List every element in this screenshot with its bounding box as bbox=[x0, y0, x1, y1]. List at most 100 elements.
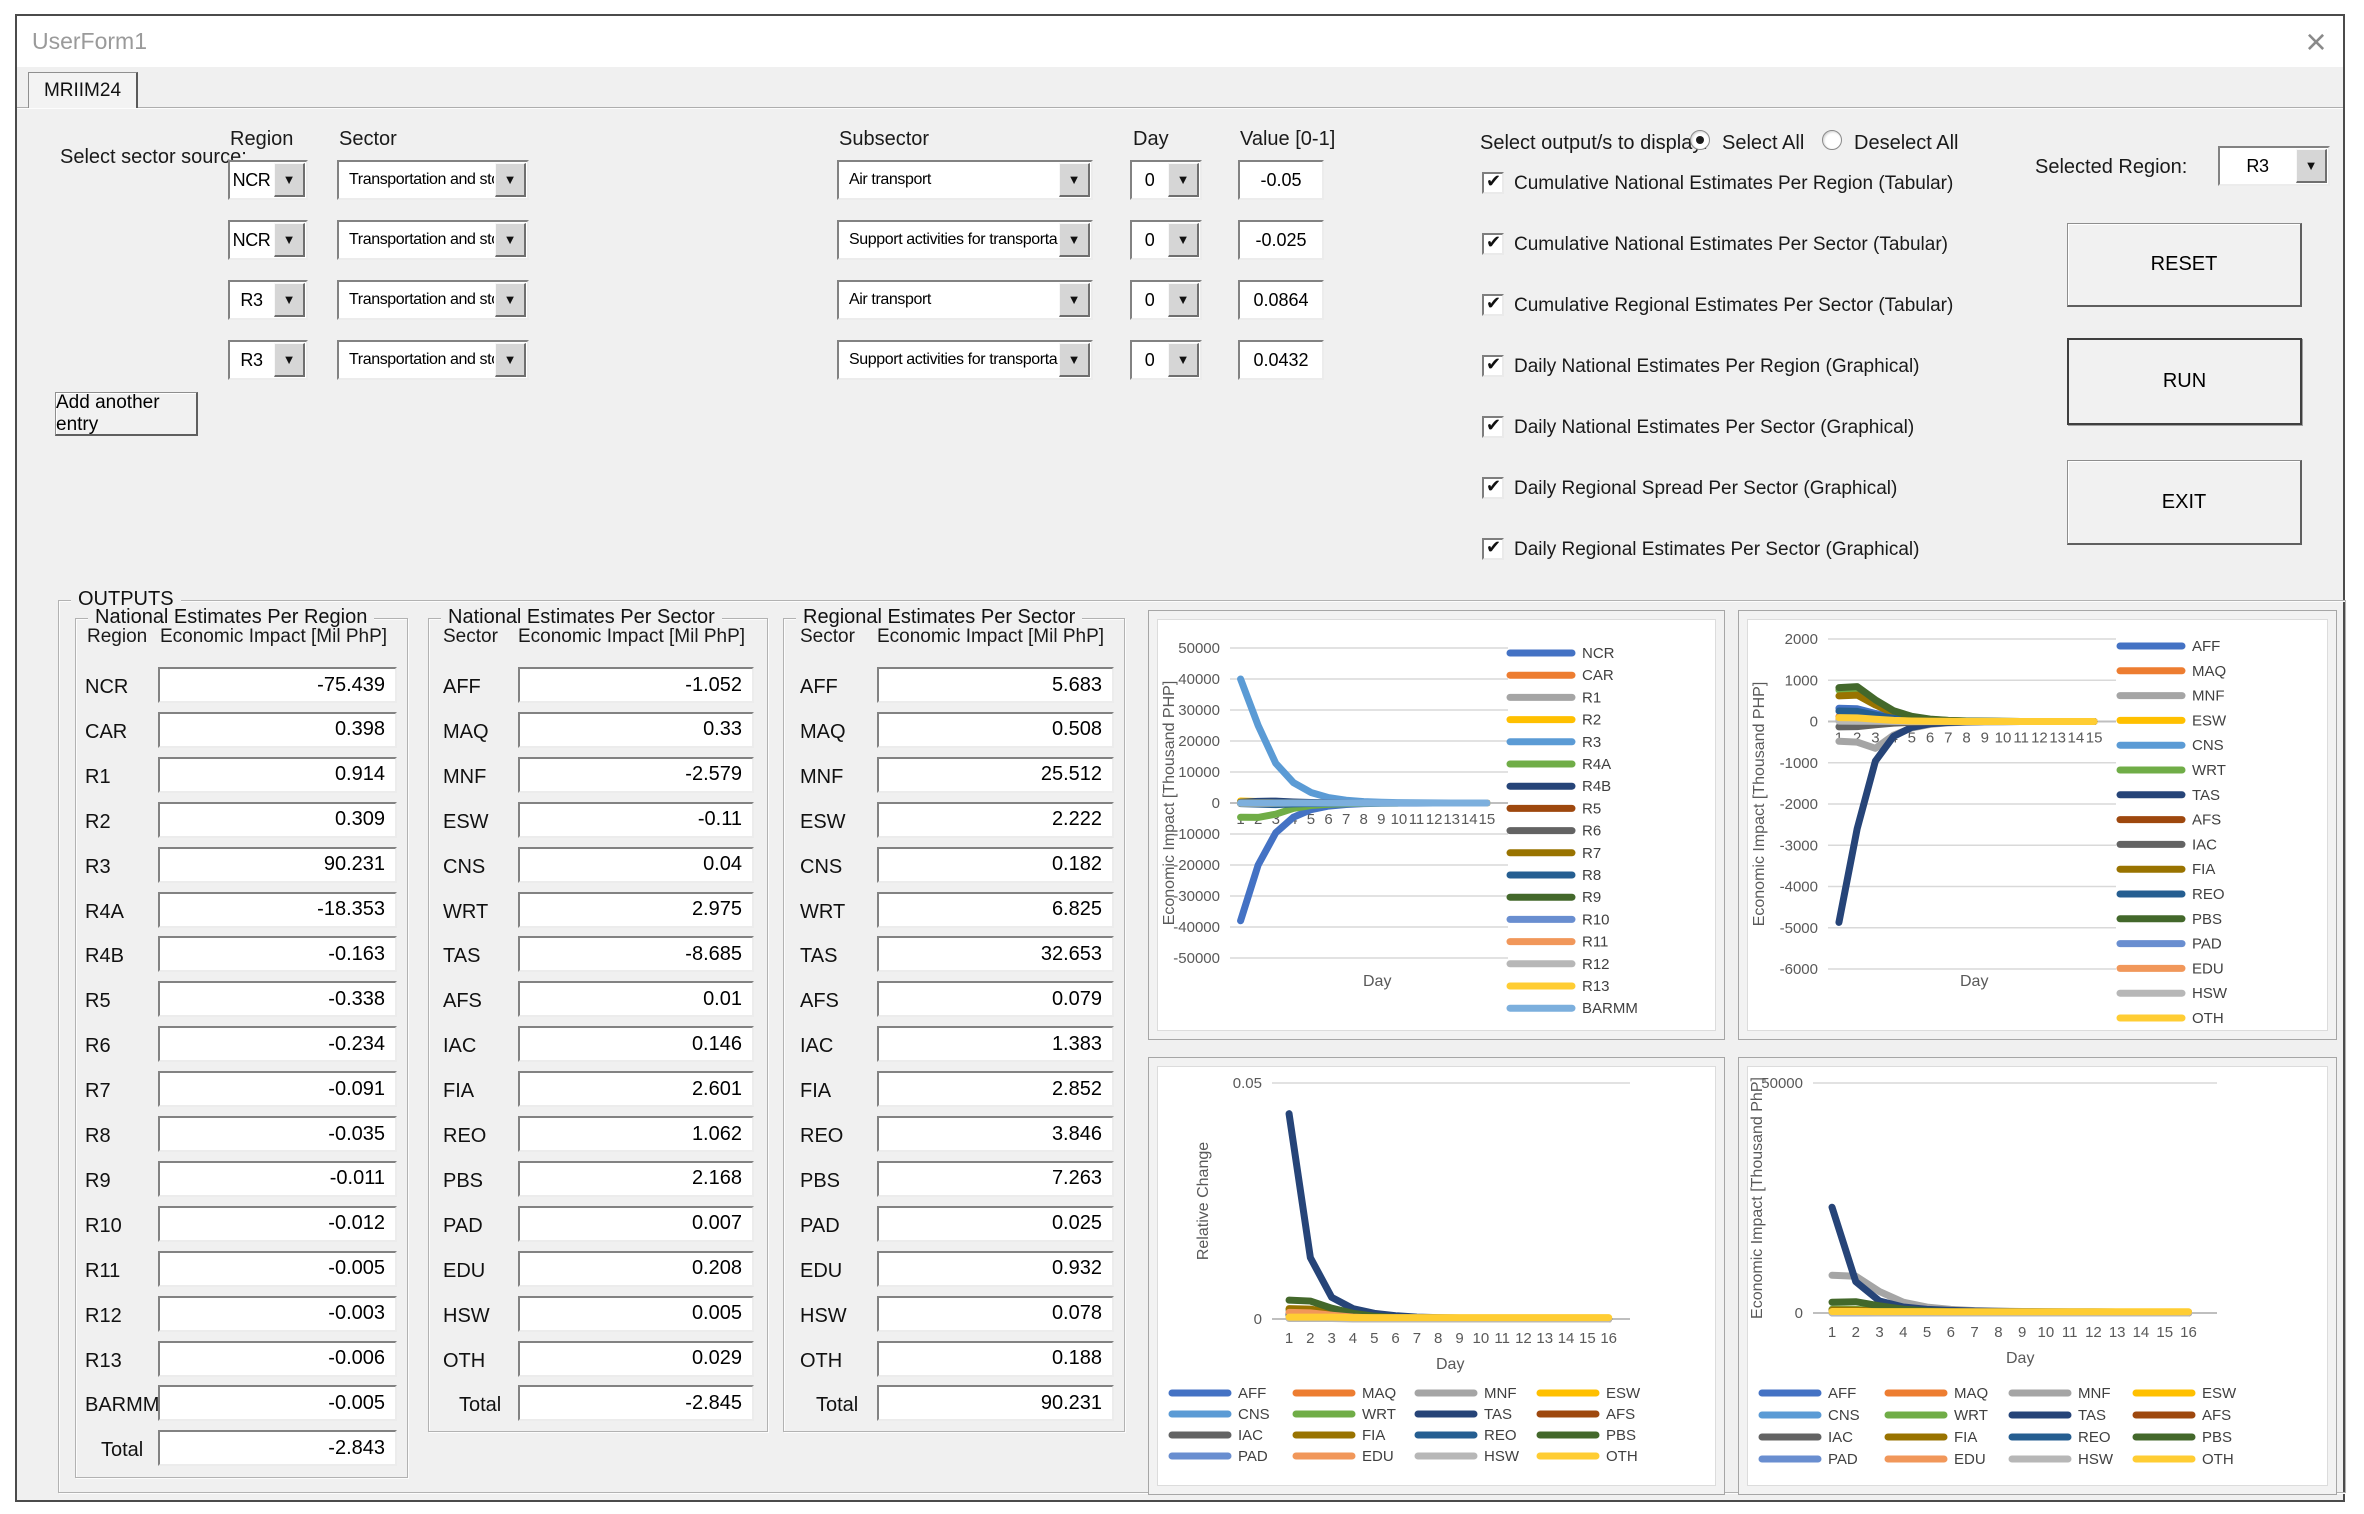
subsector-combo[interactable]: Air transport ▼ bbox=[837, 280, 1093, 320]
chart-panel-regional: 50000 0 1 2 3 4 5 6 7 8 9 10 11 12 13 14 15 16 Day Economic… bbox=[1738, 1057, 2337, 1495]
chevron-down-icon[interactable]: ▼ bbox=[495, 283, 526, 317]
tab-mriim24[interactable]: MRIIM24 bbox=[28, 72, 138, 108]
chevron-down-icon[interactable]: ▼ bbox=[1059, 163, 1090, 197]
check-icon: ✔ bbox=[1486, 232, 1502, 252]
output-checkbox[interactable]: ✔ bbox=[1482, 415, 1504, 438]
svg-text:HSW: HSW bbox=[1484, 1448, 1520, 1465]
table-row-label: PAD bbox=[800, 1214, 840, 1237]
chevron-down-icon[interactable]: ▼ bbox=[1059, 283, 1090, 317]
svg-text:30000: 30000 bbox=[1178, 702, 1220, 719]
chevron-down-icon[interactable]: ▼ bbox=[495, 163, 526, 197]
sector-combo[interactable]: Transportation and storage▼ bbox=[337, 340, 529, 380]
sector-combo[interactable]: Transportation and storage▼ bbox=[337, 280, 529, 320]
region-combo[interactable]: R3 ▼ bbox=[228, 280, 308, 320]
svg-text:TAS: TAS bbox=[2078, 1407, 2106, 1424]
column-header-day: Day bbox=[1133, 128, 1169, 150]
table-row-value: -0.035 bbox=[158, 1116, 397, 1152]
output-checkbox[interactable]: ✔ bbox=[1482, 293, 1504, 316]
region-combo[interactable]: R3 ▼ bbox=[228, 340, 308, 380]
svg-text:EDU: EDU bbox=[1954, 1451, 1986, 1468]
day-combo[interactable]: 0 ▼ bbox=[1130, 220, 1202, 260]
output-checkbox[interactable]: ✔ bbox=[1482, 232, 1504, 255]
value-field[interactable]: 0.0864 bbox=[1238, 280, 1324, 320]
output-checkbox-label: Cumulative National Estimates Per Sector… bbox=[1514, 234, 1949, 255]
chevron-down-icon[interactable]: ▼ bbox=[495, 223, 526, 257]
table-col-header: Sector bbox=[443, 626, 498, 647]
table-row-value: -2.843 bbox=[158, 1430, 397, 1467]
value-field[interactable]: -0.05 bbox=[1238, 160, 1324, 200]
svg-text:-6000: -6000 bbox=[1780, 961, 1818, 978]
day-combo[interactable]: 0 ▼ bbox=[1130, 340, 1202, 380]
table-row-value: -0.011 bbox=[158, 1160, 397, 1197]
outputs-group-title: OUTPUTS bbox=[71, 588, 181, 611]
table-row-label: NCR bbox=[85, 676, 129, 698]
deselect-all-radio[interactable] bbox=[1822, 130, 1842, 150]
value-field[interactable]: -0.025 bbox=[1238, 220, 1324, 260]
svg-text:14: 14 bbox=[1461, 811, 1478, 828]
table-row-label: REO bbox=[800, 1125, 844, 1147]
chevron-down-icon[interactable]: ▼ bbox=[1168, 343, 1199, 377]
svg-text:5: 5 bbox=[1908, 730, 1916, 747]
output-checkbox[interactable]: ✔ bbox=[1482, 171, 1504, 194]
svg-text:11: 11 bbox=[2013, 730, 2029, 747]
reset-button[interactable]: RESET bbox=[2067, 223, 2302, 307]
sector-combo[interactable]: Transportation and storage▼ bbox=[337, 220, 529, 260]
output-checkbox[interactable]: ✔ bbox=[1482, 537, 1504, 560]
chevron-down-icon[interactable]: ▼ bbox=[1059, 223, 1090, 257]
subsector-combo[interactable]: Air transport ▼ bbox=[837, 160, 1093, 200]
selected-region-combo[interactable]: R3 ▼ bbox=[2218, 146, 2330, 186]
svg-text:AFF: AFF bbox=[1238, 1385, 1266, 1402]
close-icon[interactable]: × bbox=[2305, 21, 2327, 62]
svg-text:PAD: PAD bbox=[1828, 1451, 1858, 1468]
svg-text:REO: REO bbox=[2192, 886, 2225, 903]
svg-text:IAC: IAC bbox=[1828, 1429, 1853, 1446]
sector-combo[interactable]: Transportation and storage▼ bbox=[337, 160, 529, 200]
region-combo[interactable]: NCR ▼ bbox=[228, 160, 308, 200]
day-combo-value: 0 bbox=[1144, 169, 1155, 190]
svg-text:Economic Impact [Thousand PhP]: Economic Impact [Thousand PhP] bbox=[1749, 1077, 1766, 1319]
svg-text:9: 9 bbox=[1377, 811, 1385, 828]
table-row-label: AFF bbox=[443, 676, 481, 698]
day-combo[interactable]: 0 ▼ bbox=[1130, 160, 1202, 200]
column-header-subsector: Subsector bbox=[839, 128, 930, 150]
chevron-down-icon[interactable]: ▼ bbox=[1168, 163, 1199, 197]
chevron-down-icon[interactable]: ▼ bbox=[1168, 283, 1199, 317]
chevron-down-icon[interactable]: ▼ bbox=[1168, 223, 1199, 257]
output-checkbox[interactable]: ✔ bbox=[1482, 476, 1504, 499]
exit-button[interactable]: EXIT bbox=[2067, 460, 2302, 545]
chevron-down-icon[interactable]: ▼ bbox=[495, 343, 526, 377]
svg-text:50000: 50000 bbox=[1178, 640, 1220, 657]
chevron-down-icon[interactable]: ▼ bbox=[274, 283, 305, 317]
chevron-down-icon[interactable]: ▼ bbox=[274, 163, 305, 197]
svg-text:PAD: PAD bbox=[1238, 1448, 1268, 1465]
chevron-down-icon[interactable]: ▼ bbox=[274, 223, 305, 257]
region-combo[interactable]: NCR ▼ bbox=[228, 220, 308, 260]
output-checkbox[interactable]: ✔ bbox=[1482, 354, 1504, 377]
table-row-value: 5.683 bbox=[877, 667, 1114, 703]
sector-combo-value: Transportation and storage bbox=[349, 291, 494, 308]
day-combo[interactable]: 0 ▼ bbox=[1130, 280, 1202, 320]
run-button[interactable]: RUN bbox=[2067, 338, 2302, 425]
svg-text:-3000: -3000 bbox=[1780, 837, 1818, 854]
subsector-combo[interactable]: Support activities for transporta ▼ bbox=[837, 340, 1093, 380]
chevron-down-icon[interactable]: ▼ bbox=[274, 343, 305, 377]
chevron-down-icon[interactable]: ▼ bbox=[1059, 343, 1090, 377]
tabstrip-divider bbox=[17, 107, 2343, 109]
table-row-value: -0.091 bbox=[158, 1071, 397, 1108]
subsector-combo[interactable]: Support activities for transporta ▼ bbox=[837, 220, 1093, 260]
table-row-value: 7.263 bbox=[877, 1160, 1114, 1197]
select-all-radio[interactable] bbox=[1690, 130, 1710, 150]
svg-text:15: 15 bbox=[1579, 1330, 1596, 1347]
svg-text:-40000: -40000 bbox=[1173, 919, 1220, 936]
table-title: National Estimates Per Region bbox=[88, 606, 375, 629]
svg-text:R2: R2 bbox=[1582, 712, 1601, 729]
table-row-label: TAS bbox=[800, 945, 838, 968]
svg-text:1: 1 bbox=[1285, 1330, 1293, 1347]
value-field[interactable]: 0.0432 bbox=[1238, 340, 1324, 380]
svg-text:7: 7 bbox=[1944, 730, 1952, 747]
table-row-value: 0.01 bbox=[518, 981, 754, 1018]
table-row-value: 0.146 bbox=[518, 1026, 754, 1063]
table-row-label: WRT bbox=[800, 900, 846, 923]
chevron-down-icon[interactable]: ▼ bbox=[2296, 149, 2327, 183]
add-entry-button[interactable]: Add another entry bbox=[55, 392, 198, 436]
